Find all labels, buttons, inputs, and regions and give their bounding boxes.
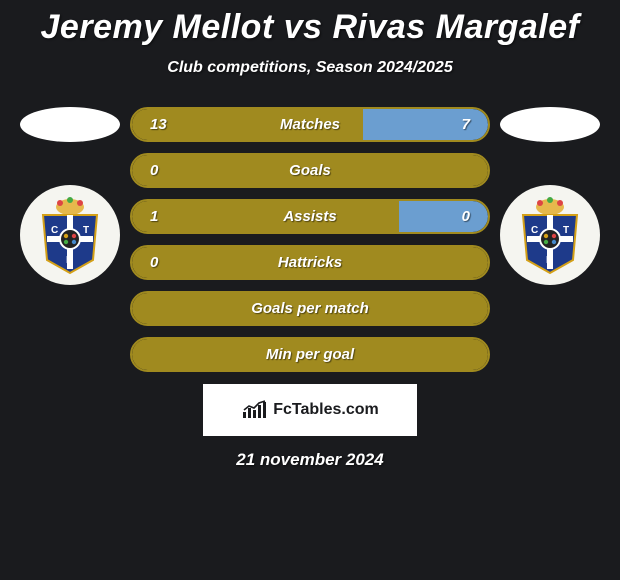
stat-bars: 13 Matches 7 0 Goals 1 Assists 0 0 Hattricks Goals…	[130, 107, 490, 372]
stat-label: Assists	[283, 208, 336, 225]
svg-text:T: T	[83, 225, 89, 236]
subtitle: Club competitions, Season 2024/2025	[0, 59, 620, 77]
brand-chart-icon	[241, 400, 269, 420]
stat-fill-right	[399, 201, 488, 232]
player2-side: C T D	[500, 107, 600, 372]
stat-bar: 1 Assists 0	[130, 199, 490, 234]
stat-label: Min per goal	[266, 346, 354, 363]
page-title: Jeremy Mellot vs Rivas Margalef	[0, 0, 620, 47]
player2-club-logo: C T D	[500, 185, 600, 285]
stat-value-left: 0	[150, 254, 158, 271]
stat-value-right: 0	[462, 208, 470, 225]
player1-club-logo: C T D	[20, 185, 120, 285]
stat-bar: 13 Matches 7	[130, 107, 490, 142]
stat-bar: Min per goal	[130, 337, 490, 372]
stat-bar: Goals per match	[130, 291, 490, 326]
stat-bar: 0 Hattricks	[130, 245, 490, 280]
svg-text:C: C	[531, 225, 538, 236]
comparison-panel: C T D 13 Matches 7 0 Goals 1 Assists 0 0 Hattrick…	[0, 107, 620, 372]
date-label: 21 november 2024	[0, 450, 620, 470]
svg-text:D: D	[546, 255, 553, 266]
player1-avatar-placeholder	[20, 107, 120, 142]
club-crest-icon: C T D	[33, 195, 107, 275]
stat-bar: 0 Goals	[130, 153, 490, 188]
stat-value-left: 13	[150, 116, 167, 133]
club-crest-icon: C T D	[513, 195, 587, 275]
brand-box: FcTables.com	[203, 384, 417, 436]
svg-text:C: C	[51, 225, 58, 236]
stat-value-left: 0	[150, 162, 158, 179]
stat-label: Goals	[289, 162, 331, 179]
stat-value-right: 7	[462, 116, 470, 133]
player2-avatar-placeholder	[500, 107, 600, 142]
stat-value-left: 1	[150, 208, 158, 225]
svg-text:T: T	[563, 225, 569, 236]
stat-label: Goals per match	[251, 300, 369, 317]
svg-text:D: D	[66, 255, 73, 266]
stat-label: Matches	[280, 116, 340, 133]
stat-label: Hattricks	[278, 254, 342, 271]
stat-fill-left	[132, 201, 399, 232]
player1-side: C T D	[20, 107, 120, 372]
brand-text: FcTables.com	[273, 401, 379, 419]
